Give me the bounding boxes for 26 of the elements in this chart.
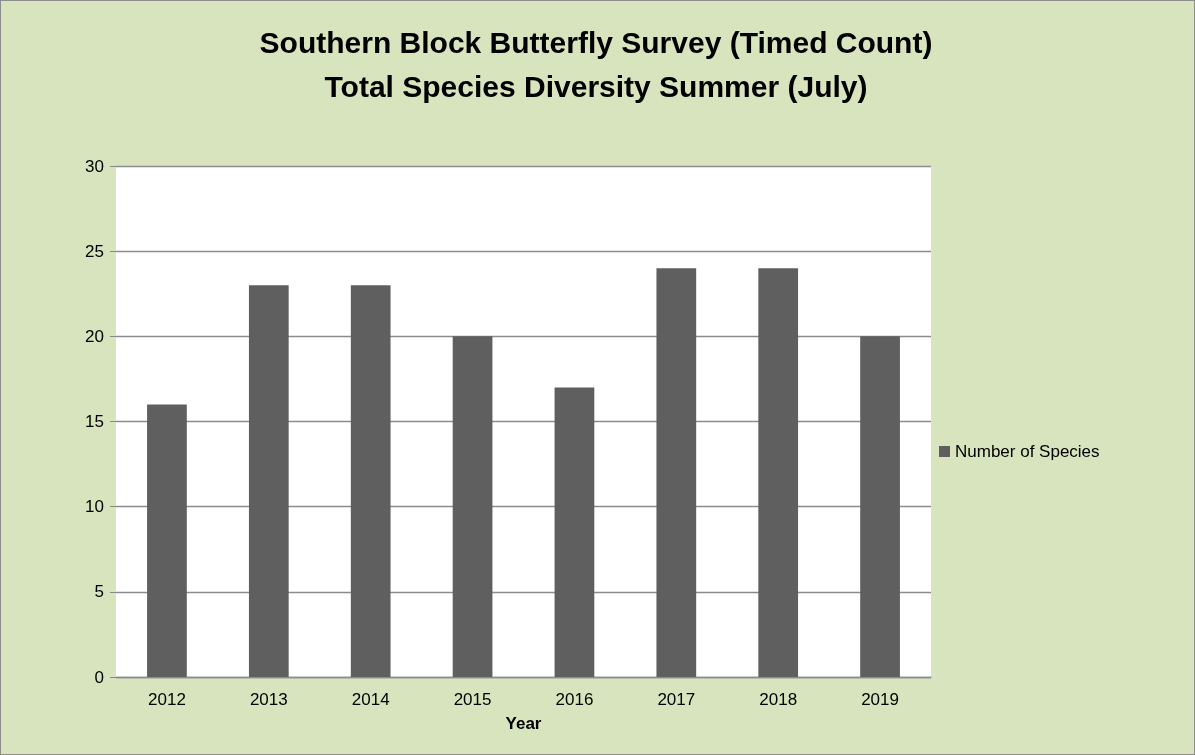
x-tick-label: 2017 (657, 690, 696, 709)
y-tick-label: 30 (85, 156, 104, 176)
bar (147, 404, 187, 677)
bar (452, 336, 493, 677)
x-tick-label: 2018 (759, 690, 798, 709)
bar (656, 268, 697, 677)
bar (758, 268, 799, 677)
y-tick-label: 0 (94, 667, 104, 687)
x-tick-label: 2014 (351, 690, 390, 709)
x-tick-label: 2015 (453, 690, 492, 709)
bar (350, 285, 391, 677)
y-tick-label: 20 (85, 326, 104, 346)
x-tick-label: 2012 (148, 690, 186, 709)
bar (248, 285, 289, 677)
x-axis-title: Year (505, 714, 542, 733)
x-tick-label: 2016 (555, 690, 594, 709)
y-tick-label: 5 (94, 582, 104, 602)
bar (860, 336, 900, 677)
y-tick-label: 25 (85, 241, 104, 261)
x-tick-label: 2019 (861, 690, 899, 709)
y-tick-label: 15 (85, 412, 104, 431)
chart-title: Southern Block Butterfly Survey (Timed Count) Total Species Diversity Summer (July) (259, 25, 933, 103)
y-tick-label: 10 (85, 497, 104, 517)
legend-label: Number of Species (955, 442, 1100, 461)
x-tick-label: 2013 (249, 690, 288, 709)
bar (554, 387, 595, 677)
